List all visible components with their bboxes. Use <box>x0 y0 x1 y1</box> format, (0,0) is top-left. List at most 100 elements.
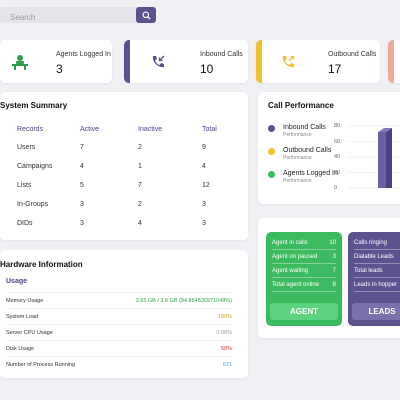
leads-button[interactable]: LEADS <box>352 303 400 320</box>
usage-subtitle: Usage <box>6 278 28 285</box>
search-input[interactable] <box>0 9 134 26</box>
stat-card-partial[interactable] <box>388 40 400 83</box>
panel-row-label: Leads in hopper <box>354 281 398 288</box>
col-active: Active <box>80 125 100 133</box>
search-bar <box>0 7 156 26</box>
call-performance-title: Call Performance <box>268 101 334 110</box>
y-tick-label: 0 <box>334 185 338 191</box>
hardware-label: Number of Process Running <box>6 361 76 368</box>
hardware-value: 3.65 GB / 3.6 GB (94.864536971048%) <box>135 297 232 304</box>
search-button[interactable] <box>136 7 156 23</box>
table-cell: 3 <box>80 220 84 227</box>
table-cell: In-Groups <box>17 201 49 208</box>
y-tick-label: 40 <box>334 154 341 160</box>
panel-row-value: 10 <box>329 239 336 246</box>
table-cell: Campaigns <box>17 163 53 170</box>
hardware-label: Memory Usage <box>6 297 44 304</box>
hardware-row: Memory Usage 3.65 GB / 3.6 GB (94.8645369… <box>6 292 232 308</box>
y-tick-label: 60 <box>334 138 341 145</box>
stat-label: Outbound Calls <box>328 51 377 58</box>
legend-name: Agents Logged In <box>283 170 338 177</box>
hardware-value: 58% <box>220 345 232 352</box>
panel-row-value: 7 <box>332 267 336 274</box>
panel-row: Total leads <box>354 264 400 278</box>
search-icon <box>141 10 151 20</box>
legend-item: Agents Logged In Performance <box>268 170 338 184</box>
y-tick-label: 80 <box>334 123 341 129</box>
panel-row: Dialable Leads <box>354 250 400 264</box>
legend-sub: Performance <box>283 155 312 161</box>
leads-panel: Calls ringing Dialable Leads Total leads Le… <box>348 232 400 326</box>
panel-row-label: Calls ringing <box>354 239 388 246</box>
table-cell: 1 <box>138 163 142 170</box>
hardware-title: Hardware Information <box>0 260 83 269</box>
table-row: DIDs 3 4 3 <box>0 214 242 233</box>
system-summary-card: System Summary Records Active Inactive T… <box>0 92 248 240</box>
agent-panel: Agent in calls 10 Agent on paused 3 Agent wa… <box>266 232 342 326</box>
table-cell: 3 <box>202 201 206 208</box>
table-cell: 4 <box>80 163 84 170</box>
table-cell: 4 <box>202 163 206 170</box>
stat-card-inbound[interactable]: Inbound Calls 10 <box>124 40 248 83</box>
hardware-value: 180% <box>217 313 232 320</box>
table-cell: 3 <box>202 220 206 227</box>
table-row: Users 7 2 9 <box>0 138 242 157</box>
panel-row-label: Total agent online <box>272 281 320 288</box>
panel-row: Agent waiting 7 <box>272 264 336 278</box>
panel-row-label: Agent waiting <box>272 267 309 274</box>
panel-row: Total agent online 8 <box>272 278 336 292</box>
table-cell: Users <box>17 144 36 151</box>
table-row: In-Groups 3 2 3 <box>0 195 242 214</box>
table-cell: 12 <box>202 182 210 189</box>
panel-row-label: Dialable Leads <box>354 253 394 260</box>
stat-value: 3 <box>56 62 63 76</box>
legend-dot-icon <box>268 171 275 178</box>
legend-dot-icon <box>268 125 275 132</box>
hardware-value: 571 <box>222 361 232 368</box>
table-cell: Lists <box>17 182 32 189</box>
table-header-row: Records Active Inactive Total <box>0 120 242 138</box>
stat-card-agents[interactable]: Agents Logged In 3 <box>0 40 112 83</box>
stat-label: Inbound Calls <box>200 51 243 58</box>
table-cell: 3 <box>80 201 84 208</box>
hardware-row: Server CPU Usage 0.08% <box>6 324 232 340</box>
stat-card-outbound[interactable]: Outbound Calls 17 <box>256 40 380 83</box>
agent-button[interactable]: AGENT <box>270 303 338 320</box>
panel-row-label: Total leads <box>354 267 383 274</box>
y-tick-label: 20 <box>334 169 341 176</box>
table-cell: 7 <box>80 144 84 151</box>
panel-row-label: Agent on paused <box>272 253 318 260</box>
performance-chart <box>348 125 400 189</box>
stat-value: 10 <box>200 62 214 76</box>
system-summary-title: System Summary <box>0 101 68 110</box>
stat-accent-bar <box>256 40 262 83</box>
legend-dot-icon <box>268 148 275 155</box>
table-row: Campaigns 4 1 4 <box>0 157 242 176</box>
table-cell: 7 <box>138 182 142 189</box>
panel-row: Agent on paused 3 <box>272 250 336 264</box>
table-cell: 5 <box>80 182 84 189</box>
panel-row: Leads in hopper <box>354 278 400 292</box>
hardware-card: Hardware Information Usage Memory Usage 3… <box>0 250 248 378</box>
legend-item: Outbound Calls Performance <box>268 147 331 161</box>
hardware-label: Server CPU Usage <box>6 329 53 336</box>
table-cell: 2 <box>138 201 142 208</box>
system-summary-table: Records Active Inactive Total Users 7 2 9 Ca… <box>0 120 242 233</box>
hardware-row: System Load 180% <box>6 308 232 324</box>
col-records: Records <box>17 125 44 133</box>
table-cell: 4 <box>138 220 142 227</box>
hardware-label: System Load <box>6 313 39 320</box>
panel-row-label: Agent in calls <box>272 239 308 246</box>
legend-sub: Performance <box>283 178 312 184</box>
hardware-value: 0.08% <box>216 329 232 336</box>
call-performance-card: Call Performance Inbound Calls Performanc… <box>258 92 400 204</box>
inbound-call-icon <box>148 52 168 72</box>
col-inactive: Inactive <box>138 125 163 133</box>
legend-item: Inbound Calls Performance <box>268 124 326 138</box>
hardware-row: Number of Process Running 571 <box>6 356 232 372</box>
inbound-bar <box>378 128 392 188</box>
table-cell: DIDs <box>17 220 33 227</box>
panel-row-value: 3 <box>332 253 336 260</box>
stat-accent-bar <box>388 40 394 83</box>
legend-sub: Performance <box>283 132 312 138</box>
